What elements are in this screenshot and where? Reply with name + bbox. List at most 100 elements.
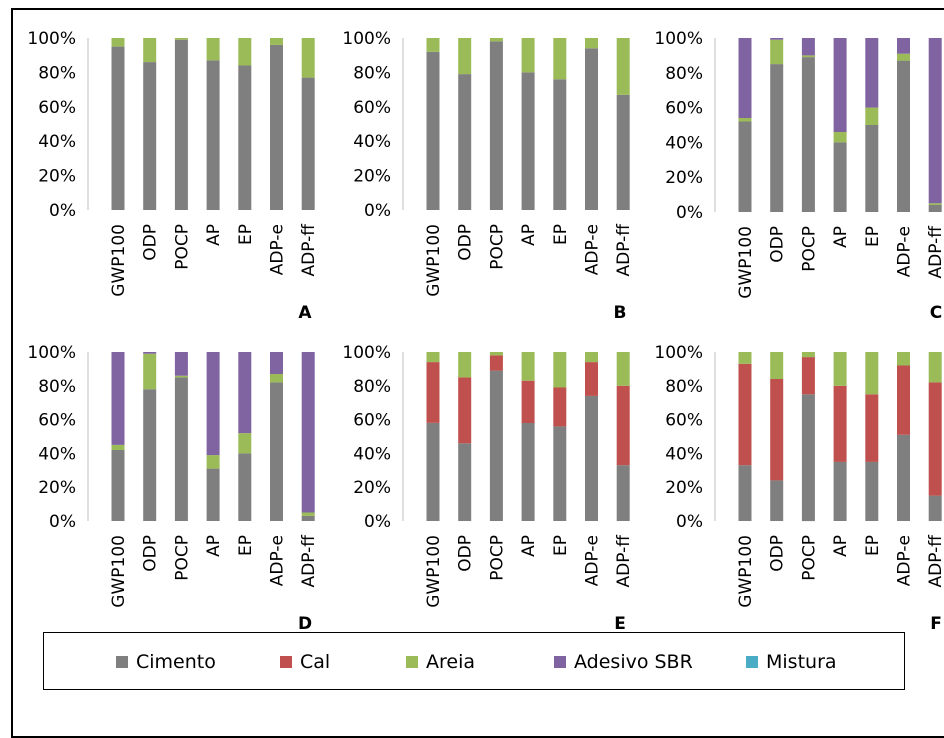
y-tick-label: 20% <box>38 478 76 498</box>
bar-segment-areia <box>616 38 630 95</box>
y-tick-label: 80% <box>38 63 76 83</box>
bar-segment-areia <box>521 38 535 73</box>
bar-segment-areia <box>833 132 847 143</box>
bar-segment-cimento <box>833 461 847 521</box>
bar-segment-cimento <box>111 46 125 210</box>
bar-segment-adesivo-sbr <box>738 38 752 118</box>
bar-segment-cimento <box>928 495 942 521</box>
x-tick-label: POCP <box>172 535 192 581</box>
bar-segment-areia <box>143 38 157 63</box>
x-tick-label: AP <box>831 226 851 248</box>
chart-panel-e: 0% 20% 40% 60% 80% 100% GWP100 ODP POCP AP EP ADP-e… <box>342 343 634 634</box>
x-tick-label: ADP-ff <box>926 534 944 588</box>
x-tick-label: POCP <box>172 224 192 270</box>
x-tick-label: AP <box>831 535 851 557</box>
x-tick-label: ODP <box>768 535 788 572</box>
y-tick-label: 80% <box>38 377 76 397</box>
y-tick-label: 20% <box>38 167 76 187</box>
bar-segment-cal <box>833 385 847 462</box>
bar-segment-cimento <box>238 453 252 521</box>
x-tick-label: GWP100 <box>109 224 129 297</box>
bar-segment-areia <box>833 352 847 386</box>
y-tick-label: 80% <box>665 64 703 84</box>
panel-label-d: D <box>298 614 312 634</box>
bar-segment-cimento <box>738 465 752 521</box>
bar-segment-areia <box>206 38 220 61</box>
x-tick-label: ADP-ff <box>299 223 319 277</box>
y-tick-label: 40% <box>353 132 391 152</box>
y-tick-label: 40% <box>38 132 76 152</box>
bar-segment-cimento <box>458 74 472 210</box>
bar-segment-adesivo-sbr <box>206 352 220 456</box>
x-tick-label: ADP-e <box>895 535 915 586</box>
y-tick-label: 40% <box>665 444 703 464</box>
bar-segment-adesivo-sbr <box>238 352 252 434</box>
y-tick-label: 20% <box>665 478 703 498</box>
y-tick-label: 60% <box>353 411 391 431</box>
bar-segment-areia <box>458 38 472 75</box>
y-tick-label: 0% <box>676 512 703 532</box>
x-tick-label: ADP-ff <box>299 534 319 588</box>
bar-segment-areia <box>301 38 315 78</box>
y-tick-label: 20% <box>665 168 703 188</box>
x-tick-label: GWP100 <box>424 535 444 608</box>
x-tick-label: GWP100 <box>424 224 444 297</box>
bar-segment-cimento <box>553 79 567 210</box>
y-tick-label: 60% <box>665 411 703 431</box>
bar-segment-cal <box>928 382 942 496</box>
bar-segment-areia <box>616 352 630 386</box>
y-tick-label: 0% <box>49 201 76 221</box>
bar-segment-areia <box>585 38 598 49</box>
panel-label-c: C <box>930 303 942 323</box>
legend-item-adesivo-sbr: Adesivo SBR <box>554 651 693 673</box>
bar-segment-areia <box>206 455 220 469</box>
bar-segment-cimento <box>521 423 535 521</box>
y-tick-label: 20% <box>353 478 391 498</box>
bar-segment-cimento <box>616 94 630 210</box>
legend-swatch-adesivo-sbr <box>554 656 566 668</box>
bar-segment-areia <box>865 352 879 395</box>
bar-segment-cimento <box>489 370 503 521</box>
x-tick-label: AP <box>204 224 224 246</box>
bar-segment-areia <box>521 352 535 381</box>
legend-swatch-mistura <box>746 656 758 668</box>
y-tick-label: 100% <box>342 29 391 49</box>
legend-label-areia: Areia <box>426 651 476 673</box>
bar-segment-areia <box>270 38 283 45</box>
x-tick-label: ADP-ff <box>926 225 944 279</box>
bar-segment-cimento <box>174 377 188 521</box>
bar-segment-adesivo-sbr <box>801 38 815 56</box>
bar-segment-areia <box>585 352 598 363</box>
bar-segment-areia <box>865 107 879 125</box>
bar-segment-cal <box>616 385 630 466</box>
x-tick-label: EP <box>551 535 571 556</box>
y-tick-label: 100% <box>654 29 703 49</box>
x-tick-label: ADP-e <box>583 224 603 275</box>
bar-segment-cal <box>585 362 598 396</box>
bar-segment-areia <box>270 374 283 383</box>
chart-panel-d: 0% 20% 40% 60% 80% 100% GWP100 ODP POCP AP EP ADP-e… <box>27 343 319 634</box>
bar-segment-areia <box>426 352 440 363</box>
bar-segment-areia <box>143 353 157 390</box>
x-tick-label: ODP <box>456 224 476 261</box>
x-tick-label: POCP <box>487 535 507 581</box>
bar-segment-areia <box>238 38 252 66</box>
y-tick-label: 60% <box>665 99 703 119</box>
y-tick-label: 100% <box>654 343 703 363</box>
bar-segment-adesivo-sbr <box>301 352 315 513</box>
y-tick-label: 0% <box>676 203 703 223</box>
bar-segment-cimento <box>553 426 567 521</box>
bar-segment-cimento <box>801 394 815 522</box>
legend-label-cal: Cal <box>300 651 331 673</box>
y-tick-label: 0% <box>364 512 391 532</box>
bar-segment-cimento <box>301 77 315 210</box>
y-tick-label: 60% <box>38 98 76 118</box>
y-tick-label: 100% <box>342 343 391 363</box>
legend-label-cimento: Cimento <box>136 651 216 673</box>
y-tick-label: 40% <box>665 133 703 153</box>
y-tick-label: 40% <box>353 444 391 464</box>
chart-panel-f: 0% 20% 40% 60% 80% 100% GWP100 ODP POCP AP EP ADP-e… <box>654 343 944 634</box>
y-tick-label: 0% <box>364 201 391 221</box>
legend-item-cal: Cal <box>280 651 330 673</box>
bar-segment-cal <box>738 363 752 466</box>
